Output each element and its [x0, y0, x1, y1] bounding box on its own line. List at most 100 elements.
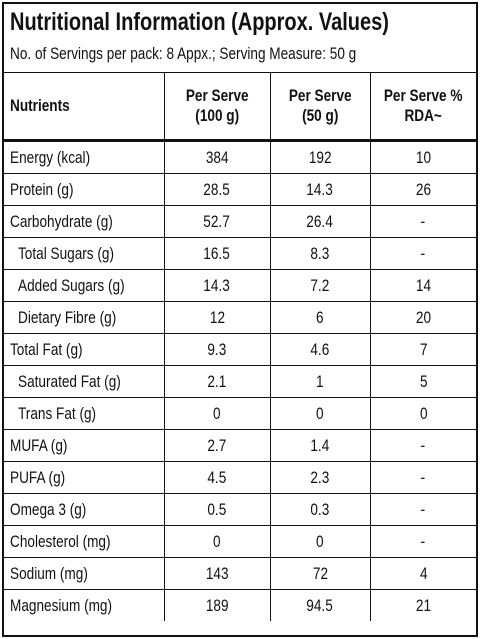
column-header-text: Per Serve % RDA~	[383, 86, 463, 125]
value-cell: 6	[269, 301, 371, 334]
value-text: 7.2	[310, 275, 330, 295]
nutrient-cell: Energy (kcal)	[4, 140, 165, 174]
value-text: 143	[205, 563, 229, 583]
nutrient-name: Magnesium (mg)	[10, 595, 113, 615]
value-text: 0.3	[310, 499, 330, 519]
table-row: Trans Fat (g) 0 0 0	[4, 397, 476, 430]
column-header: Per Serve (100 g)	[163, 72, 271, 142]
value-text: 1.4	[310, 435, 330, 455]
value-cell: 2.3	[269, 461, 371, 494]
nutrient-cell: Trans Fat (g)	[4, 397, 165, 430]
value-cell: 14.3	[163, 269, 271, 302]
value-cell: 7.2	[269, 269, 371, 302]
value-text: 20	[415, 307, 431, 327]
value-text: 10	[415, 147, 431, 167]
value-text: 6	[316, 307, 324, 327]
value-text: 0	[316, 403, 324, 423]
value-cell: 8.3	[269, 237, 371, 270]
nutrient-name: Total Sugars (g)	[18, 243, 114, 263]
value-cell: 28.5	[163, 173, 271, 206]
value-cell: -	[369, 237, 476, 270]
value-cell: 2.7	[163, 429, 271, 462]
table-row: MUFA (g) 2.7 1.4 -	[4, 429, 476, 462]
value-cell: 192	[269, 140, 371, 174]
value-cell: 16.5	[163, 237, 271, 270]
value-cell: 1.4	[269, 429, 371, 462]
nutrition-table: Nutrients Per Serve (100 g) Per Serve (50 …	[4, 72, 476, 621]
column-header: Nutrients	[4, 72, 165, 142]
nutrient-cell: Omega 3 (g)	[4, 493, 165, 526]
value-text: 189	[205, 595, 229, 615]
column-header-text: Nutrients	[10, 96, 70, 115]
value-cell: 26	[369, 173, 476, 206]
value-cell: -	[369, 205, 476, 238]
value-text: 4.6	[310, 339, 330, 359]
value-cell: 384	[163, 140, 271, 174]
nutrient-cell: Sodium (mg)	[4, 557, 165, 590]
value-cell: 4	[369, 557, 476, 590]
value-text: 0	[316, 531, 324, 551]
title: Nutritional Information (Approx. Values)	[10, 8, 389, 36]
value-text: 8.3	[310, 243, 330, 263]
nutrient-cell: MUFA (g)	[4, 429, 165, 462]
table-row: Dietary Fibre (g) 12 6 20	[4, 301, 476, 334]
nutrient-cell: Carbohydrate (g)	[4, 205, 165, 238]
value-text: -	[420, 499, 426, 519]
value-cell: 1	[269, 365, 371, 398]
table-row: Sodium (mg) 143 72 4	[4, 557, 476, 590]
value-cell: 7	[369, 333, 476, 366]
nutrient-name: Protein (g)	[10, 179, 74, 199]
value-text: 4	[419, 563, 428, 583]
table-row: PUFA (g) 4.5 2.3 -	[4, 461, 476, 494]
value-text: 0	[213, 403, 221, 423]
value-text: 16.5	[203, 243, 231, 263]
header-row: Nutrients Per Serve (100 g) Per Serve (50 …	[4, 72, 476, 142]
value-text: 14.3	[306, 179, 334, 199]
table-row: Total Fat (g) 9.3 4.6 7	[4, 333, 476, 366]
value-text: -	[420, 211, 426, 231]
value-cell: 0	[163, 525, 271, 558]
nutrient-cell: Total Sugars (g)	[4, 237, 165, 270]
nutrient-cell: Dietary Fibre (g)	[4, 301, 165, 334]
column-header-text: Per Serve (100 g)	[185, 86, 249, 125]
nutrient-name: Dietary Fibre (g)	[18, 307, 117, 327]
value-text: 0	[419, 403, 428, 423]
value-cell: 0	[369, 397, 476, 430]
nutrient-name: Trans Fat (g)	[18, 403, 97, 423]
nutrient-cell: Added Sugars (g)	[4, 269, 165, 302]
nutrient-name: MUFA (g)	[10, 435, 68, 455]
value-text: 192	[308, 147, 332, 167]
value-cell: 5	[369, 365, 476, 398]
value-cell: 14.3	[269, 173, 371, 206]
value-cell: 14	[369, 269, 476, 302]
table-row: Added Sugars (g) 14.3 7.2 14	[4, 269, 476, 302]
value-cell: 21	[369, 589, 476, 621]
value-text: 14	[415, 275, 431, 295]
nutrient-name: Total Fat (g)	[10, 339, 83, 359]
value-cell: 94.5	[269, 589, 371, 621]
nutrient-cell: Total Fat (g)	[4, 333, 165, 366]
table-row: Protein (g) 28.5 14.3 26	[4, 173, 476, 206]
table-row: Energy (kcal) 384 192 10	[4, 140, 476, 174]
value-text: 52.7	[203, 211, 231, 231]
value-text: 384	[205, 147, 229, 167]
column-header: Per Serve (50 g)	[269, 72, 371, 142]
value-cell: 52.7	[163, 205, 271, 238]
value-text: 2.3	[310, 467, 330, 487]
value-text: -	[420, 467, 426, 487]
value-text: 12	[209, 307, 225, 327]
value-text: 94.5	[306, 595, 334, 615]
value-cell: 72	[269, 557, 371, 590]
value-cell: 0	[163, 397, 271, 430]
value-cell: 0	[269, 525, 371, 558]
value-text: 26.4	[306, 211, 334, 231]
nutrient-name: Omega 3 (g)	[10, 499, 87, 519]
value-text: 72	[312, 563, 328, 583]
value-text: 0.5	[207, 499, 227, 519]
column-header: Per Serve % RDA~	[369, 72, 476, 142]
nutrient-cell: PUFA (g)	[4, 461, 165, 494]
nutrient-name: Sodium (mg)	[10, 563, 88, 583]
nutrient-name: Cholesterol (mg)	[10, 531, 111, 551]
nutrient-name: Added Sugars (g)	[18, 275, 125, 295]
value-text: 7	[419, 339, 428, 359]
